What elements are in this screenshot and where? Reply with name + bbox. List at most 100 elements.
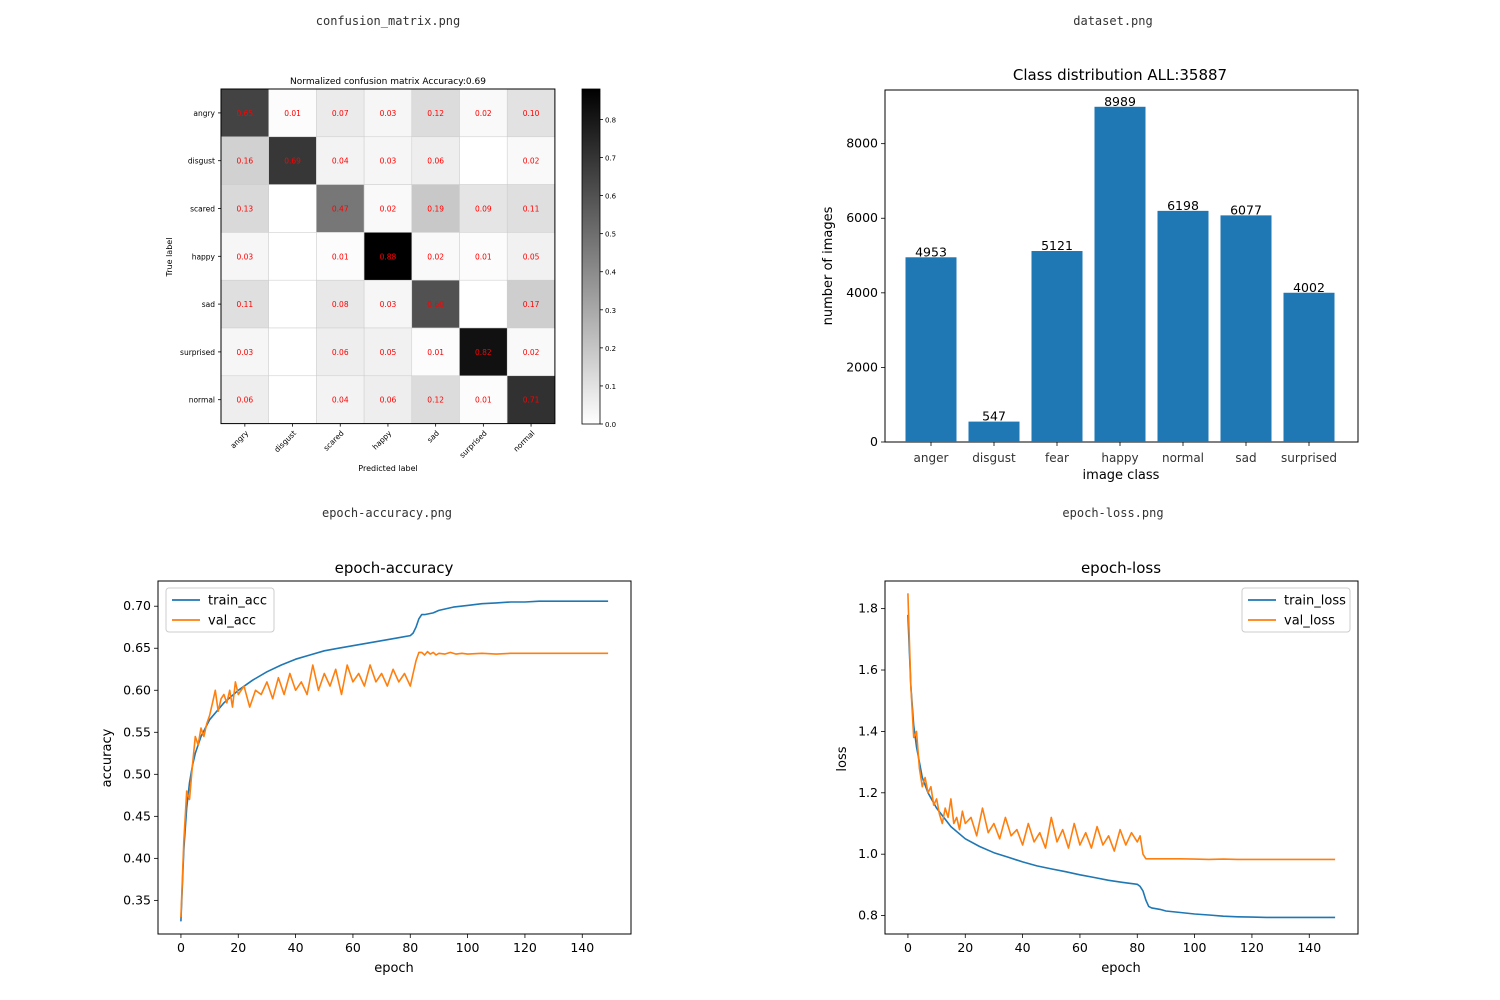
ds-ytick-label: 6000 [846, 210, 878, 225]
loss-xtick-label: 100 [1183, 940, 1207, 955]
acc-ytick-label: 0.55 [123, 724, 151, 739]
cm-cell-value: 0.47 [332, 205, 349, 214]
loss-y-axis-label: loss [835, 746, 850, 771]
cm-x-axis-label: Predicted label [358, 464, 417, 473]
ds-ytick-label: 0 [870, 434, 878, 449]
ds-bar-value-label: 6198 [1167, 198, 1199, 213]
cm-cell [506, 375, 556, 424]
cm-cell [411, 375, 460, 424]
cm-cell [268, 279, 317, 329]
cm-cell-value: 0.03 [380, 300, 397, 309]
loss-legend [1241, 587, 1351, 633]
cm-colorbar-tick-label: 0.2 [605, 345, 616, 353]
ds-bar [1031, 251, 1083, 442]
cm-colorbar [581, 88, 601, 425]
acc-ytick-label: 0.45 [123, 808, 151, 823]
class-distribution-chart: Class distribution ALL:35887 image class… [821, 66, 1359, 483]
ds-bar [1220, 215, 1272, 442]
cm-colorbar-tick-label: 0.4 [605, 269, 617, 277]
cm-cell [363, 184, 413, 233]
loss-ytick-label: 0.8 [858, 908, 878, 923]
cm-cell-value: 0.02 [475, 109, 492, 118]
acc-xtick-label: 20 [230, 940, 246, 955]
cm-cell [220, 232, 269, 281]
loss-plot-frame [884, 580, 1359, 935]
cm-cell-value: 0.08 [332, 300, 349, 309]
acc-series-line [180, 600, 609, 922]
ds-bar-value-label: 4002 [1293, 280, 1325, 295]
cm-cell [268, 327, 317, 377]
cm-row-label: surprised [180, 348, 215, 357]
cm-row-label: sad [202, 300, 216, 309]
cm-cell-value: 0.01 [475, 396, 492, 405]
ds-bar [1283, 292, 1335, 442]
confusion-matrix-chart: Normalized confusion matrix Accuracy:0.6… [165, 77, 617, 473]
cm-cell-value: 0.01 [475, 252, 492, 261]
loss-xtick-label: 0 [904, 940, 912, 955]
ds-category-label: anger [914, 451, 949, 465]
ds-category-label: surprised [1281, 451, 1337, 465]
cm-cell-value: 0.01 [284, 109, 301, 118]
cm-y-axis-label: True label [165, 238, 174, 278]
cm-cell-value: 0.06 [380, 396, 397, 405]
cm-col-label: happy [371, 428, 394, 451]
loss-xtick-label: 40 [1015, 940, 1031, 955]
cm-cell [316, 136, 365, 185]
acc-ytick-label: 0.35 [123, 892, 151, 907]
ds-bar-value-label: 5121 [1041, 238, 1073, 253]
cm-cell [363, 279, 413, 329]
cm-colorbar-tick-label: 0.8 [605, 116, 616, 124]
cm-cell-value: 0.04 [332, 157, 349, 166]
cm-colorbar-tick-label: 0.6 [605, 193, 617, 201]
ds-bar-value-label: 547 [982, 409, 1006, 424]
accuracy-panel: epoch-accuracy epoch accuracy 0 20 40 60 80 1… [0, 500, 750, 1000]
cm-cell-value: 0.05 [523, 252, 540, 261]
epoch-loss-chart: epoch-loss epoch loss 0 20 40 60 80 100 120 140… [835, 559, 1359, 976]
cm-cell-value: 0.01 [427, 348, 444, 357]
cm-cell [411, 232, 460, 281]
cm-col-label: surprised [458, 428, 489, 459]
cm-row-label: normal [189, 396, 215, 405]
acc-ytick-label: 0.65 [123, 640, 151, 655]
cm-cell [268, 232, 317, 281]
acc-legend [165, 587, 275, 633]
cm-cell [459, 375, 508, 424]
ds-ytick-label: 8000 [846, 136, 878, 151]
loss-xtick-label: 120 [1240, 940, 1264, 955]
cm-cell-value: 0.06 [427, 157, 444, 166]
cm-cell-value: 0.88 [380, 252, 397, 261]
acc-plot-frame [157, 580, 632, 935]
ds-filename: dataset.png [1073, 14, 1153, 28]
cm-cell-value: 0.71 [523, 396, 540, 405]
cm-cell-value: 0.04 [332, 396, 349, 405]
cm-cell-value: 0.11 [236, 300, 253, 309]
cm-cell [220, 136, 269, 185]
cm-cell [316, 88, 365, 138]
cm-cell [459, 232, 508, 281]
cm-row-label: disgust [188, 157, 215, 166]
loss-legend-label: train_loss [1284, 594, 1346, 609]
cm-colorbar-tick-label: 0.7 [605, 155, 616, 163]
cm-cell-value: 0.03 [380, 157, 397, 166]
cm-cell [220, 184, 269, 233]
acc-xtick-label: 60 [345, 940, 361, 955]
cm-cell [411, 88, 460, 138]
loss-xtick-label: 20 [957, 940, 973, 955]
epoch-accuracy-chart: epoch-accuracy epoch accuracy 0 20 40 60 80 1… [100, 559, 632, 976]
cm-cell-value: 0.03 [236, 348, 253, 357]
cm-cell [363, 327, 413, 377]
cm-row-label: scared [190, 205, 215, 214]
cm-cell-value: 0.65 [236, 109, 253, 118]
ds-bar-value-label: 8989 [1104, 94, 1136, 109]
loss-series-line [907, 593, 1336, 861]
acc-x-axis-label: epoch [374, 961, 414, 976]
acc-y-axis-label: accuracy [100, 728, 115, 787]
acc-xtick-label: 0 [177, 940, 185, 955]
cm-col-label: scared [322, 428, 346, 452]
loss-legend-label: val_loss [1284, 614, 1335, 629]
loss-xtick-label: 140 [1297, 940, 1321, 955]
loss-x-axis-label: epoch [1101, 961, 1141, 976]
cm-cell [316, 184, 365, 233]
cm-cell-value: 0.12 [427, 396, 444, 405]
ds-bar-value-label: 4953 [915, 244, 947, 259]
